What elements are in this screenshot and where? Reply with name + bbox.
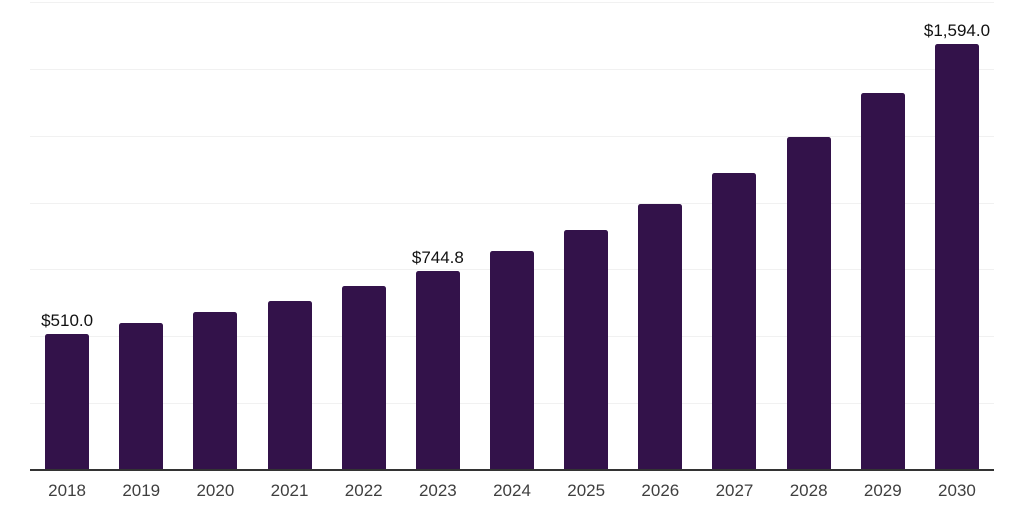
x-tick-2019: 2019 (122, 481, 161, 500)
bars-container: $510.0 $744.8 $1,594.0 (30, 2, 994, 470)
bar-2020[interactable] (193, 311, 238, 470)
bar-2022[interactable] (341, 286, 386, 470)
x-tick-2025: 2025 (567, 481, 606, 500)
bar-2030[interactable]: $1,594.0 (924, 22, 990, 470)
bar-value-label-2023: $744.8 (411, 247, 464, 267)
gridline-1000 (30, 202, 994, 204)
bar-2021[interactable] (267, 301, 312, 470)
gridline-1250 (30, 135, 994, 137)
bar-slot-2025 (549, 2, 623, 470)
bar-slot-2021 (252, 2, 326, 470)
bar-slot-2027 (697, 2, 771, 470)
x-tick-2023: 2023 (418, 481, 457, 500)
bar-2027[interactable] (712, 173, 757, 470)
bar-slot-2018: $510.0 (30, 2, 104, 470)
bar-slot-2020 (178, 2, 252, 470)
x-tick-2018: 2018 (48, 481, 86, 500)
bar-2023[interactable]: $744.8 (412, 249, 464, 470)
plot-area: $510.0 $744.8 $1,594.0 (30, 2, 994, 471)
bar-2018[interactable]: $510.0 (41, 312, 93, 470)
x-tick-2024: 2024 (493, 481, 531, 500)
x-tick-2021: 2021 (270, 481, 309, 500)
bar-slot-2028 (772, 2, 846, 470)
x-tick-2026: 2026 (641, 481, 680, 500)
x-axis-line (30, 469, 994, 471)
bar-value-label-2030: $1,594.0 (923, 20, 991, 40)
bar-slot-2019 (104, 2, 178, 470)
gridline-1750 (30, 2, 994, 3)
bar-2024[interactable] (490, 250, 535, 470)
bar-value-label-2018: $510.0 (41, 310, 94, 330)
bar-slot-2024 (475, 2, 549, 470)
x-tick-2020: 2020 (196, 481, 235, 500)
x-tick-2030: 2030 (938, 481, 976, 500)
gridline-1500 (30, 68, 994, 70)
bar-slot-2026 (623, 2, 697, 470)
bar-2026[interactable] (638, 203, 683, 470)
bar-slot-2023: $744.8 (401, 2, 475, 470)
bar-2019[interactable] (119, 322, 164, 470)
bar-slot-2030: $1,594.0 (920, 2, 994, 470)
bar-2029[interactable] (860, 92, 905, 470)
bar-slot-2022 (327, 2, 401, 470)
bar-2028[interactable] (786, 137, 831, 470)
x-axis-labels: 2018 2019 2020 2021 2022 2023 2024 2025 2026 2027… (30, 481, 994, 501)
x-tick-2029: 2029 (863, 481, 902, 500)
bar-2025[interactable] (564, 230, 609, 470)
x-tick-2022: 2022 (344, 481, 383, 500)
x-tick-2028: 2028 (789, 481, 828, 500)
x-tick-2027: 2027 (715, 481, 754, 500)
bar-slot-2029 (846, 2, 920, 470)
